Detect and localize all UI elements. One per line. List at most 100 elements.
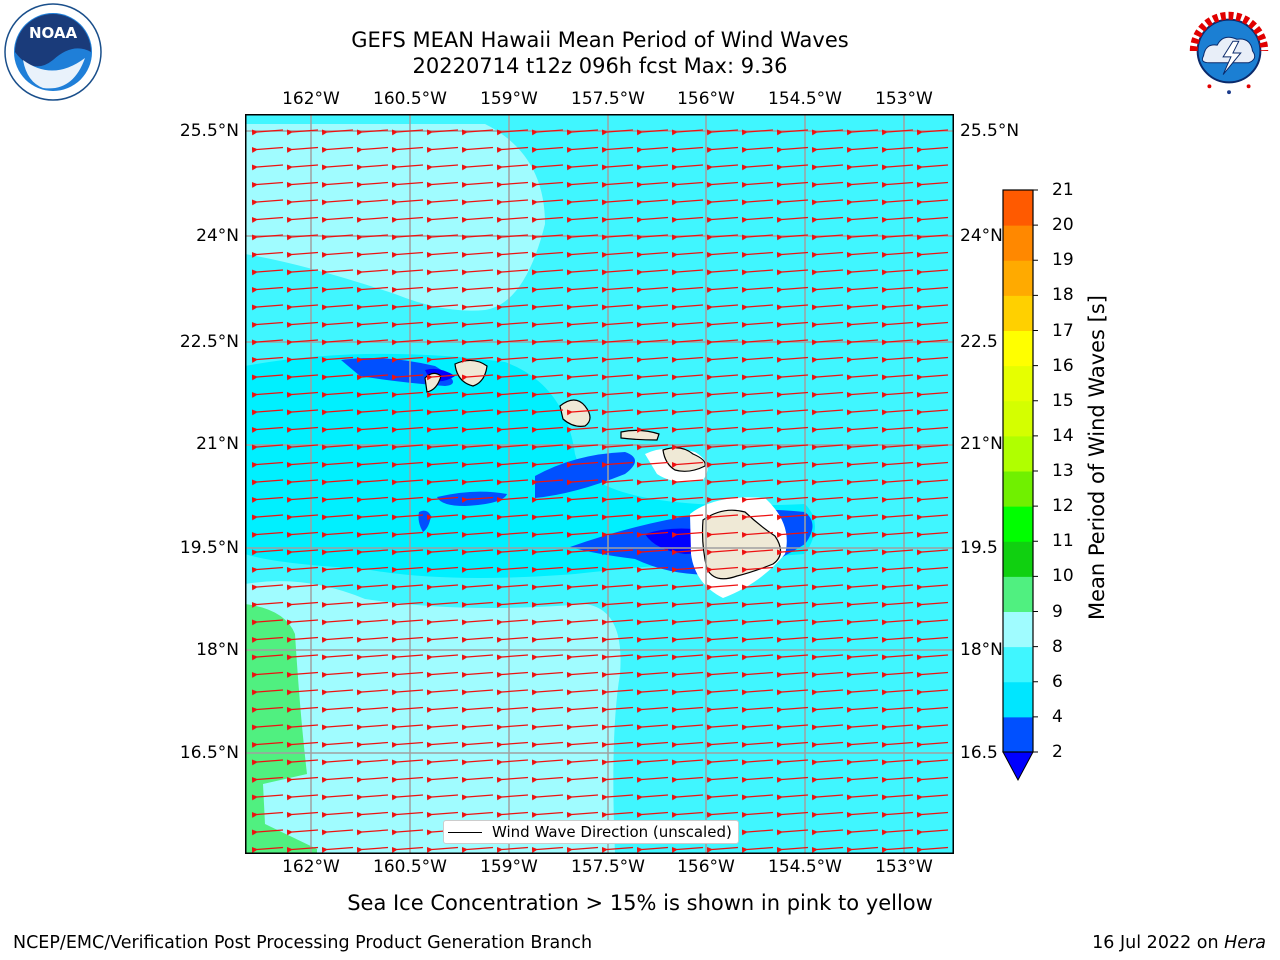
wind-wave-arrow bbox=[846, 199, 879, 206]
wind-wave-arrow bbox=[741, 619, 774, 626]
wind-wave-arrow bbox=[426, 321, 459, 328]
wind-wave-arrow bbox=[916, 234, 949, 241]
wind-wave-arrow bbox=[671, 759, 704, 766]
wind-wave-arrow bbox=[706, 461, 739, 468]
wind-wave-arrow bbox=[391, 601, 424, 608]
wind-wave-arrow bbox=[776, 304, 809, 311]
wind-wave-arrow bbox=[531, 356, 564, 363]
wind-wave-arrow bbox=[881, 444, 914, 451]
wind-wave-arrow bbox=[321, 566, 354, 573]
wind-wave-arrow bbox=[566, 356, 599, 363]
wind-wave-arrow bbox=[496, 811, 529, 818]
footer-credit: NCEP/EMC/Verification Post Processing Pr… bbox=[13, 933, 593, 953]
wind-wave-arrow bbox=[601, 339, 634, 346]
lat-label: 19.5°N bbox=[179, 538, 239, 558]
wind-wave-arrow bbox=[846, 531, 879, 538]
wind-wave-arrow bbox=[811, 724, 844, 731]
wind-wave-arrow bbox=[811, 356, 844, 363]
wind-wave-arrow bbox=[356, 636, 389, 643]
wind-wave-arrow bbox=[461, 601, 494, 608]
wind-wave-arrow bbox=[846, 724, 879, 731]
wind-wave-arrow bbox=[286, 251, 319, 258]
wind-wave-arrow bbox=[671, 566, 704, 573]
wind-wave-arrow bbox=[776, 654, 809, 661]
wind-wave-arrow bbox=[741, 216, 774, 223]
colorbar-tick-label: 15 bbox=[1052, 390, 1074, 411]
wind-wave-arrow bbox=[461, 584, 494, 591]
wind-wave-arrow bbox=[706, 269, 739, 276]
wind-wave-arrow bbox=[461, 461, 494, 468]
wind-wave-arrow bbox=[706, 426, 739, 433]
sea-ice-note: Sea Ice Concentration > 15% is shown in … bbox=[347, 891, 933, 915]
wind-wave-arrow bbox=[811, 514, 844, 521]
wind-wave-arrow bbox=[671, 776, 704, 783]
wind-wave-arrow bbox=[496, 286, 529, 293]
wind-wave-arrow bbox=[251, 181, 284, 188]
wind-wave-arrow bbox=[426, 514, 459, 521]
wind-wave-arrow bbox=[286, 426, 319, 433]
wind-wave-arrow bbox=[531, 724, 564, 731]
wind-wave-arrow bbox=[671, 286, 704, 293]
map-legend: Wind Wave Direction (unscaled) bbox=[443, 820, 739, 844]
wind-wave-arrow bbox=[741, 409, 774, 416]
wind-wave-arrow bbox=[776, 251, 809, 258]
wind-wave-arrow bbox=[846, 181, 879, 188]
wind-wave-arrow bbox=[706, 321, 739, 328]
wind-wave-arrow bbox=[426, 549, 459, 556]
wind-wave-arrow bbox=[706, 601, 739, 608]
wind-wave-arrow bbox=[251, 269, 284, 276]
wind-wave-arrow bbox=[636, 601, 669, 608]
wind-wave-arrow bbox=[706, 706, 739, 713]
wind-wave-arrow bbox=[671, 811, 704, 818]
wind-wave-arrow bbox=[636, 776, 669, 783]
wind-wave-arrow bbox=[251, 496, 284, 503]
wind-wave-arrow bbox=[706, 391, 739, 398]
wind-wave-arrow bbox=[286, 811, 319, 818]
wind-wave-arrow bbox=[321, 619, 354, 626]
wind-wave-arrow bbox=[636, 671, 669, 678]
wind-wave-arrow bbox=[741, 689, 774, 696]
wind-wave-arrow bbox=[776, 286, 809, 293]
map-title: GEFS MEAN Hawaii Mean Period of Wind Wav… bbox=[0, 27, 1200, 79]
wind-wave-arrow bbox=[916, 829, 949, 836]
wind-wave-arrow bbox=[601, 461, 634, 468]
colorbar-tick-label: 10 bbox=[1052, 566, 1074, 587]
wind-wave-arrow bbox=[916, 584, 949, 591]
wind-wave-arrow bbox=[391, 426, 424, 433]
wind-wave-arrow bbox=[671, 584, 704, 591]
wind-wave-arrow bbox=[286, 549, 319, 556]
wind-wave-arrow bbox=[356, 689, 389, 696]
colorbar-segment bbox=[1003, 541, 1033, 577]
wind-wave-arrow bbox=[321, 584, 354, 591]
wind-wave-arrow bbox=[636, 461, 669, 468]
wind-wave-arrow bbox=[741, 234, 774, 241]
wind-wave-arrow bbox=[916, 671, 949, 678]
wind-wave-arrow bbox=[251, 566, 284, 573]
wind-wave-arrow bbox=[601, 566, 634, 573]
colorbar-tick-label: 12 bbox=[1052, 496, 1074, 517]
wind-wave-arrow bbox=[251, 829, 284, 836]
wind-wave-arrow bbox=[916, 391, 949, 398]
colorbar-segment bbox=[1003, 576, 1033, 612]
wind-wave-arrow bbox=[321, 514, 354, 521]
wind-wave-arrow bbox=[391, 584, 424, 591]
wind-wave-arrow bbox=[776, 706, 809, 713]
wind-wave-arrow bbox=[846, 514, 879, 521]
wind-wave-arrow bbox=[881, 374, 914, 381]
wind-wave-arrow bbox=[601, 654, 634, 661]
wind-wave-arrow bbox=[636, 356, 669, 363]
wind-wave-arrow bbox=[741, 636, 774, 643]
wind-wave-arrow bbox=[531, 339, 564, 346]
wind-wave-arrow bbox=[531, 304, 564, 311]
wind-wave-arrow bbox=[636, 741, 669, 748]
wind-wave-arrow bbox=[356, 776, 389, 783]
wind-wave-arrow bbox=[636, 619, 669, 626]
wind-wave-arrow bbox=[496, 374, 529, 381]
wind-wave-arrow bbox=[671, 409, 704, 416]
wind-wave-arrow bbox=[776, 741, 809, 748]
lat-label: 22.5 bbox=[960, 332, 998, 352]
lat-label: 25.5°N bbox=[960, 121, 1020, 141]
wind-wave-arrow bbox=[496, 846, 529, 853]
wind-wave-arrow bbox=[356, 496, 389, 503]
wind-wave-arrow bbox=[671, 794, 704, 801]
